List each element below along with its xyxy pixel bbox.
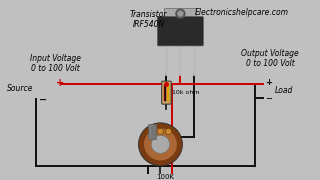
Circle shape [165, 129, 172, 134]
Text: Input Voltage
0 to 100 Volt: Input Voltage 0 to 100 Volt [30, 54, 81, 73]
Text: Source: Source [7, 84, 34, 93]
Text: +: + [56, 78, 64, 88]
Bar [148, 124, 156, 140]
Text: −: − [265, 94, 272, 103]
Circle shape [178, 11, 183, 16]
FancyBboxPatch shape [157, 17, 203, 46]
Circle shape [176, 9, 185, 18]
Text: 100K: 100K [156, 174, 174, 180]
Text: Output Voltage
0 to 100 Volt: Output Voltage 0 to 100 Volt [241, 49, 299, 68]
Circle shape [157, 129, 164, 134]
Text: Electronicshelpcare.com: Electronicshelpcare.com [195, 8, 289, 17]
FancyBboxPatch shape [162, 81, 171, 104]
Circle shape [151, 135, 170, 153]
Circle shape [139, 123, 182, 166]
Bar [158, 18, 202, 45]
Text: 10k ohm: 10k ohm [172, 90, 200, 95]
Text: Transistor
IRF540N: Transistor IRF540N [130, 10, 167, 29]
Text: +: + [265, 78, 272, 87]
Text: −: − [39, 94, 47, 104]
Circle shape [144, 128, 177, 160]
Text: Load: Load [275, 86, 293, 95]
Circle shape [149, 129, 156, 134]
Bar [164, 8, 196, 19]
